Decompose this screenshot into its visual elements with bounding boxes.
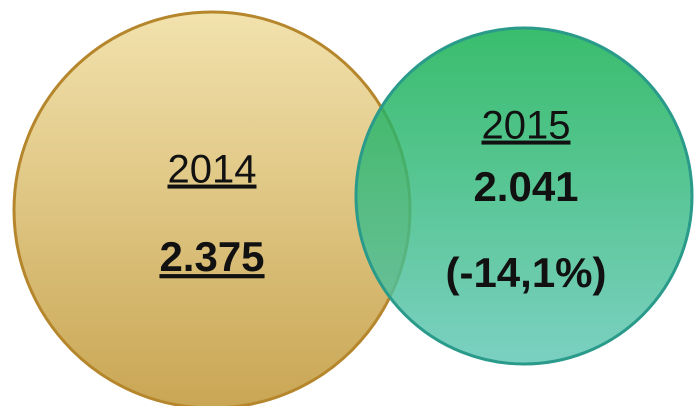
value-label: 2.041 (473, 163, 578, 210)
change-label: (-14,1%) (445, 249, 606, 296)
circle-2014 (12, 10, 412, 406)
circle-2015 (354, 26, 694, 366)
value-label: 2.375 (159, 233, 264, 280)
year-label: 2014 (168, 148, 257, 192)
year-label: 2015 (482, 104, 571, 148)
